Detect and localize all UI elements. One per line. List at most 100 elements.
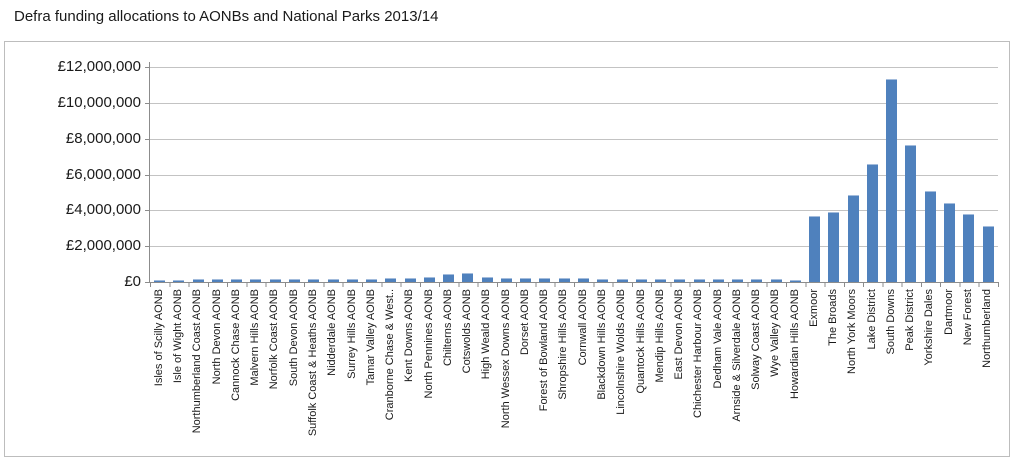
bar-slot <box>439 67 458 282</box>
x-axis-label: Northumberland Coast AONB <box>191 289 204 434</box>
x-axis-label-slot: Norfolk Coast AONB <box>266 289 285 457</box>
bar-slot <box>478 67 497 282</box>
x-axis-label: Blackdown Hills AONB <box>595 289 608 400</box>
bar-slot <box>189 67 208 282</box>
x-axis-label: Yorkshire Dales <box>923 289 936 366</box>
x-axis-label: North Wessex Downs AONB <box>499 289 512 429</box>
x-axis-label: Chichester Harbour AONB <box>692 289 705 418</box>
bar <box>250 279 262 282</box>
bar <box>789 280 801 282</box>
x-axis-label: Chilterns AONB <box>441 289 454 367</box>
x-axis-label-slot: Shropshire Hills AONB <box>555 289 574 457</box>
bar <box>481 276 493 282</box>
x-axis-label: Suffolk Coast & Heaths AONB <box>306 289 319 437</box>
x-axis-label: Surrey Hills AONB <box>345 289 358 379</box>
x-axis-label-slot: South Downs <box>882 289 901 457</box>
bar-slot <box>285 67 304 282</box>
x-axis-label: Quantock Hills AONB <box>634 289 647 394</box>
bar <box>539 278 551 282</box>
bar-slot <box>940 67 959 282</box>
bar-slot <box>323 67 342 282</box>
y-axis-tick-label: £4,000,000 <box>65 201 141 219</box>
x-axis-label-slot: Cranborne Chase & West.. <box>381 289 400 457</box>
x-axis-label-slot: Cornwall AONB <box>574 289 593 457</box>
plot-area: Isles of Scilly AONB Isle of Wight AONB No… <box>145 62 999 436</box>
bar-slot <box>901 67 920 282</box>
bar-slot <box>863 67 882 282</box>
bar <box>847 194 859 282</box>
bar <box>327 278 339 282</box>
bar-slot <box>651 67 670 282</box>
y-axis-tick <box>145 138 150 140</box>
bar-slot <box>420 67 439 282</box>
bar-series <box>150 67 998 282</box>
x-axis-label: New Forest <box>962 289 975 346</box>
x-axis-label-slot: Cannock Chase AONB <box>227 289 246 457</box>
x-axis-label-slot: North Pennines AONB <box>420 289 439 457</box>
x-axis-label: Cotswolds AONB <box>461 289 474 374</box>
bar <box>635 278 647 282</box>
x-axis-label: Malvern Hills AONB <box>249 289 262 386</box>
bar <box>963 213 975 282</box>
bar-slot <box>882 67 901 282</box>
bar <box>500 277 512 282</box>
x-axis-label: Isle of Wight AONB <box>172 289 185 384</box>
x-axis-label-slot: Exmoor <box>805 289 824 457</box>
y-axis-tick-label: £8,000,000 <box>65 129 141 147</box>
bar <box>905 144 917 282</box>
bar <box>173 279 185 282</box>
bar <box>693 278 705 282</box>
x-axis-label-slot: North York Moors <box>844 289 863 457</box>
bar-slot <box>767 67 786 282</box>
x-axis-label-slot: North Devon AONB <box>208 289 227 457</box>
bar-slot <box>805 67 824 282</box>
bar-slot <box>612 67 631 282</box>
bar-slot <box>709 67 728 282</box>
chart-frame: £0 £2,000,000 £4,000,000 £6,000,000 £8,000,0… <box>4 41 1010 457</box>
bar <box>944 202 956 282</box>
x-axis-label: The Broads <box>827 289 840 346</box>
x-axis-label-slot: Kent Downs AONB <box>400 289 419 457</box>
chart-title: Defra funding allocations to AONBs and N… <box>14 8 439 25</box>
x-axis-label-slot: Nidderdale AONB <box>323 289 342 457</box>
bar-slot <box>362 67 381 282</box>
x-axis-label: Cannock Chase AONB <box>229 289 242 401</box>
bar <box>809 215 821 282</box>
y-axis-labels: £0 £2,000,000 £4,000,000 £6,000,000 £8,000,0… <box>11 58 141 290</box>
bar <box>558 278 570 282</box>
x-axis-label: Mendip Hills AONB <box>653 289 666 383</box>
bar <box>655 278 667 282</box>
x-axis-line <box>149 282 999 283</box>
y-axis-tick-label: £10,000,000 <box>57 93 141 111</box>
x-axis-label: North Devon AONB <box>210 289 223 385</box>
x-axis-label-slot: High Weald AONB <box>478 289 497 457</box>
bar-slot <box>978 67 997 282</box>
bar-slot <box>670 67 689 282</box>
x-axis-label: Arnside & Silverdale AONB <box>730 289 743 422</box>
x-axis-label-slot: Isles of Scilly AONB <box>150 289 169 457</box>
bar <box>269 278 281 282</box>
x-axis-label: Lake District <box>865 289 878 350</box>
x-axis-label-slot: North Wessex Downs AONB <box>497 289 516 457</box>
gridline <box>150 138 998 140</box>
x-axis-label-slot: East Devon AONB <box>670 289 689 457</box>
gridline <box>150 210 998 212</box>
y-axis-tick <box>145 67 150 68</box>
bar <box>308 278 320 282</box>
x-axis-label-slot: Chichester Harbour AONB <box>689 289 708 457</box>
x-axis-label: Cranborne Chase & West.. <box>384 289 397 421</box>
bar-slot <box>208 67 227 282</box>
x-axis-label-slot: The Broads <box>824 289 843 457</box>
x-axis-label-slot: Quantock Hills AONB <box>632 289 651 457</box>
x-axis-label: Norfolk Coast AONB <box>268 289 281 390</box>
x-axis-label-slot: Dartmoor <box>940 289 959 457</box>
x-axis-label: Shropshire Hills AONB <box>557 289 570 400</box>
y-axis-tick-label: £0 <box>124 273 141 290</box>
x-axis-label-slot: Solway Coast AONB <box>747 289 766 457</box>
bar-slot <box>497 67 516 282</box>
bar <box>866 164 878 282</box>
x-axis-label-slot: Lake District <box>863 289 882 457</box>
bar-slot <box>786 67 805 282</box>
bar-slot <box>824 67 843 282</box>
bar <box>886 78 898 282</box>
